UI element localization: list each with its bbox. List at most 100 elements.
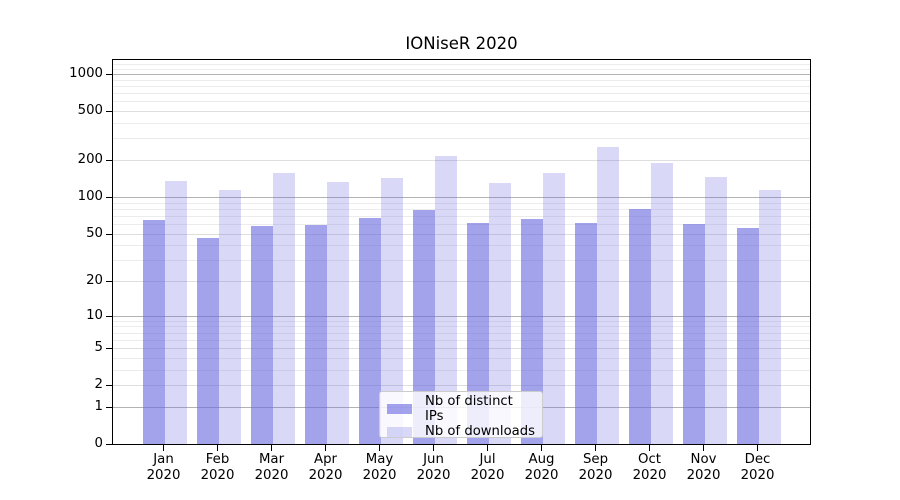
x-tick-label: Apr 2020 [308, 452, 343, 483]
y-tick-mark [106, 406, 113, 408]
gridline-labeled-minor [113, 385, 810, 387]
bar-downloads [326, 181, 349, 444]
gridline-minor [113, 223, 810, 225]
x-tick-mark [595, 445, 596, 451]
x-tick-label: Jan 2020 [146, 452, 181, 483]
gridline-minor [113, 260, 810, 262]
legend-swatch-distinct-ips [387, 404, 412, 414]
gridline-minor [113, 320, 810, 322]
gridline-minor [113, 68, 810, 70]
gridline-labeled-minor [113, 348, 810, 350]
gridline-minor [113, 215, 810, 217]
x-tick-label: Nov 2020 [686, 452, 721, 483]
legend-label-distinct-ips: Nb of distinct IPs [425, 394, 513, 424]
gridline-labeled-minor [113, 281, 810, 282]
legend-row: Nb of distinct IPs [387, 394, 535, 424]
x-tick-mark [217, 445, 218, 451]
x-tick-mark [757, 445, 758, 451]
x-tick-mark [433, 445, 434, 451]
gridline-minor [113, 339, 810, 341]
gridline-major [113, 196, 810, 198]
gridline-major [113, 74, 810, 75]
bar-distinct-ips [574, 223, 597, 444]
y-tick-mark [106, 160, 113, 161]
gridline-labeled-minor [113, 111, 810, 113]
y-tick-label: 1000 [69, 66, 103, 81]
bar-downloads [164, 180, 187, 444]
x-tick-mark [487, 445, 488, 451]
bar-distinct-ips [412, 210, 435, 444]
y-tick-label: 5 [94, 340, 103, 356]
y-tick-mark [106, 196, 113, 198]
bar-distinct-ips [682, 223, 705, 444]
bar-distinct-ips [628, 208, 651, 444]
y-tick-mark [106, 385, 113, 387]
y-tick-mark [106, 233, 113, 235]
plot-area [112, 59, 811, 445]
bar-downloads [488, 182, 511, 444]
x-tick-label: Jun 2020 [416, 452, 451, 483]
bar-downloads [542, 173, 565, 444]
x-tick-label: Feb 2020 [200, 452, 235, 483]
bar-distinct-ips [520, 218, 543, 444]
x-tick-label: Aug 2020 [524, 452, 559, 483]
gridline-minor [113, 101, 810, 103]
gridline-labeled-minor [113, 160, 810, 161]
y-tick-mark [106, 281, 113, 282]
bar-distinct-ips [142, 219, 165, 444]
y-tick-mark [106, 348, 113, 350]
bar-downloads [596, 147, 619, 444]
gridline-minor [113, 86, 810, 87]
legend-row: Nb of downloads [387, 424, 535, 439]
bar-downloads [380, 178, 403, 444]
gridline-minor [113, 123, 810, 124]
gridline-minor [113, 326, 810, 328]
x-tick-mark [541, 445, 542, 451]
bar-downloads [218, 189, 241, 444]
x-tick-mark [325, 445, 326, 451]
y-tick-mark [106, 444, 113, 445]
x-tick-label: Mar 2020 [254, 452, 289, 483]
gridline-minor [113, 245, 810, 247]
y-tick-mark [106, 315, 113, 317]
legend-swatch-downloads [387, 426, 412, 437]
y-tick-label: 200 [77, 152, 103, 167]
bar-distinct-ips [358, 218, 381, 444]
bar-distinct-ips [466, 223, 489, 444]
y-tick-label: 20 [86, 273, 103, 288]
gridline-minor [113, 369, 810, 371]
bar-distinct-ips [304, 224, 327, 444]
y-tick-label: 100 [77, 188, 103, 204]
gridline-minor [113, 357, 810, 359]
bar-downloads [434, 156, 457, 444]
bar-distinct-ips [250, 225, 273, 444]
x-tick-mark [379, 445, 380, 451]
gridline-minor [113, 64, 810, 66]
legend-label-downloads: Nb of downloads [425, 424, 535, 439]
y-tick-label: 1 [94, 398, 103, 414]
x-tick-label: Jul 2020 [470, 452, 505, 483]
y-tick-label: 0 [94, 436, 103, 451]
gridline-minor [113, 202, 810, 204]
bar-distinct-ips [196, 237, 219, 444]
chart-title: IONiseR 2020 [405, 34, 518, 53]
bar-downloads [650, 163, 673, 444]
x-tick-label: May 2020 [362, 452, 397, 483]
bar-downloads [758, 189, 781, 444]
gridline-minor [113, 79, 810, 81]
bar-downloads [704, 176, 727, 444]
x-tick-mark [649, 445, 650, 451]
x-tick-mark [163, 445, 164, 451]
gridline-major [113, 315, 810, 317]
y-tick-label: 2 [94, 377, 103, 393]
y-tick-label: 50 [86, 225, 103, 241]
x-tick-label: Oct 2020 [632, 452, 667, 483]
legend: Nb of distinct IPs Nb of downloads [379, 391, 543, 439]
gridline-labeled-minor [113, 233, 810, 235]
gridline-minor [113, 208, 810, 210]
bar-distinct-ips [736, 227, 759, 444]
y-tick-mark [106, 74, 113, 75]
x-tick-mark [271, 445, 272, 451]
x-tick-label: Sep 2020 [578, 452, 613, 483]
